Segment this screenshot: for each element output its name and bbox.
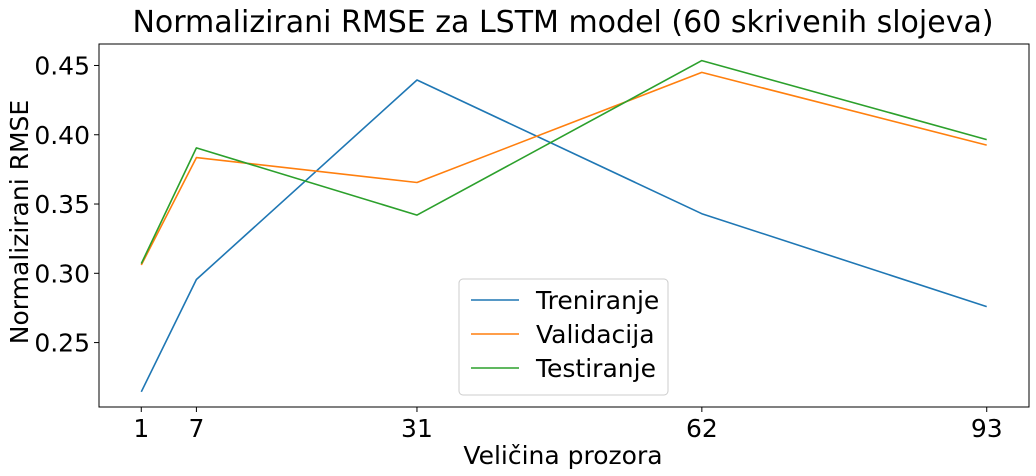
x-axis-ticks: 1 7 31 62 93 [133,407,1003,443]
x-tick-label: 1 [133,414,149,443]
x-tick-label: 31 [401,414,433,443]
x-axis-label: Veličina prozora [463,441,662,470]
y-tick-label: 0.35 [34,190,90,219]
y-tick-label: 0.30 [34,259,90,288]
legend-label: Testiranje [535,354,656,383]
legend-label: Treniranje [535,286,659,315]
series-lines [140,59,987,393]
series-line-validacija [140,71,987,266]
y-tick-label: 0.45 [34,51,90,80]
y-axis-ticks: 0.25 0.30 0.35 0.40 0.45 [34,51,99,358]
x-tick-label: 93 [971,414,1003,443]
axes-frame [98,43,1030,408]
y-tick-label: 0.40 [34,121,90,150]
y-axis-label: Normalizirani RMSE [5,100,34,344]
series-line-treniranje [140,79,987,393]
plot-area [98,43,1030,408]
y-tick-label: 0.25 [34,329,90,358]
legend-label: Validacija [536,320,655,349]
x-tick-label: 7 [188,414,204,443]
series-line-testiranje [140,59,987,264]
legend: Treniranje Validacija Testiranje [458,278,669,396]
legend-box [458,278,669,396]
chart-title: Normalizirani RMSE za LSTM model (60 skr… [132,5,993,40]
x-tick-label: 62 [686,414,718,443]
